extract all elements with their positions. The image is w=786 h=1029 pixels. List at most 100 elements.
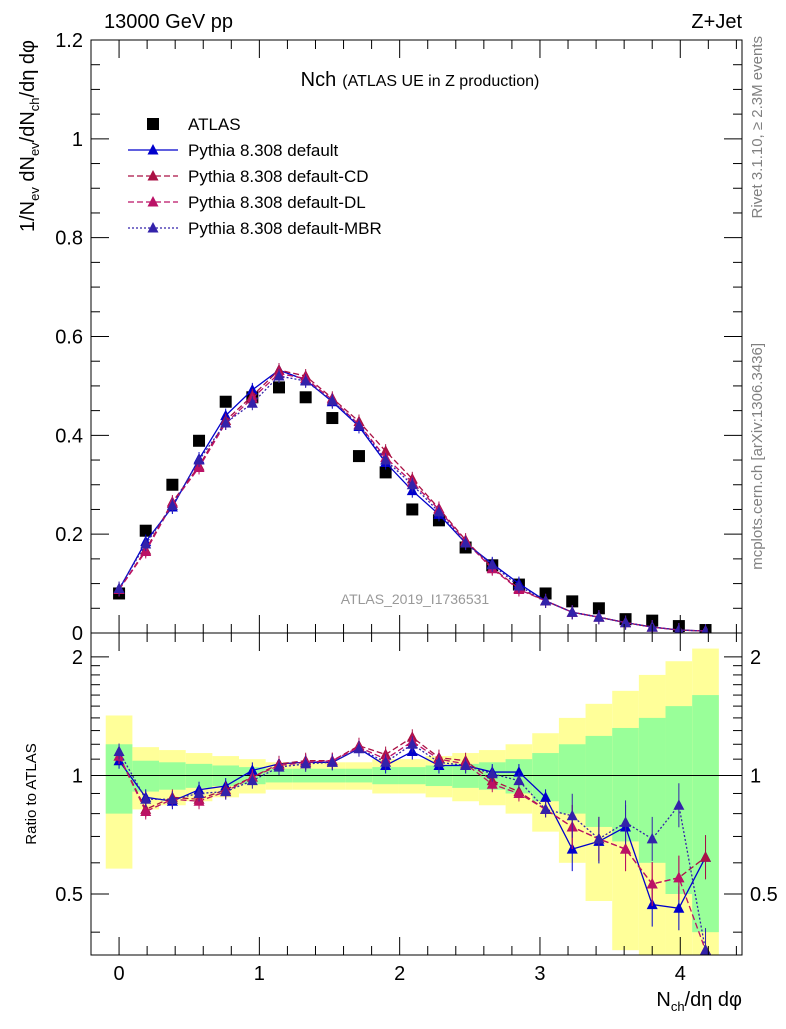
ratio-point-marker — [673, 902, 685, 913]
atlas-data-point — [299, 391, 312, 404]
ratio-point-marker — [513, 766, 525, 777]
ratio-y-axis-label: Ratio to ATLAS — [23, 743, 40, 844]
ratio-point-marker — [166, 793, 178, 804]
ratio-panel-frame — [90, 632, 743, 956]
mc-point-marker — [701, 625, 710, 633]
atlas-data-point — [139, 524, 152, 537]
mc-point-marker — [300, 374, 312, 386]
main-data-layer — [113, 363, 712, 633]
uncertainty-band-green — [132, 760, 160, 792]
ratio-point-marker — [646, 878, 658, 889]
x-tick-label: 1 — [254, 963, 265, 985]
mc-point-marker — [566, 606, 578, 617]
atlas-data-point — [273, 381, 286, 394]
ratio-point-marker — [593, 832, 605, 844]
mc-point-marker — [353, 419, 365, 430]
atlas-data-point — [379, 466, 392, 479]
mc-point-marker — [193, 454, 205, 465]
legend-label: Pythia 8.308 default — [188, 141, 339, 160]
legend-marker — [147, 144, 159, 155]
main-y-tick-label: 0.6 — [55, 327, 83, 349]
main-y-tick-label: 0 — [72, 623, 83, 645]
ratio-point-marker — [700, 851, 712, 862]
process-label: Z+Jet — [691, 11, 742, 33]
ratio-point-marker — [673, 871, 685, 883]
ratio-point-marker — [140, 805, 152, 816]
mc-point-marker — [406, 478, 418, 490]
ratio-point-marker — [300, 757, 312, 769]
atlas-data-point — [406, 503, 419, 516]
plot-title: Nch (ATLAS UE in Z production) — [301, 69, 540, 91]
main-y-tick-label: 0.8 — [55, 228, 83, 250]
legend-label: Pythia 8.308 default-CD — [188, 167, 369, 186]
x-axis-label: Nch/dη dφ — [656, 989, 742, 1014]
ratio-point-marker — [486, 767, 498, 779]
mc-point-marker — [620, 616, 632, 628]
uncertainty-band-green — [692, 695, 719, 933]
ratio-point-marker — [326, 756, 338, 767]
x-tick-label: 2 — [394, 963, 405, 985]
ratio-point-marker — [246, 774, 258, 786]
legend: ATLAS Pythia 8.308 default Pythia 8.308 de… — [128, 115, 382, 238]
ratio-point-marker — [566, 809, 578, 821]
main-y-tick-label: 0.2 — [55, 524, 83, 546]
energy-label: 13000 GeV pp — [104, 11, 233, 33]
rivet-version-label: Rivet 3.1.10, ≥ 2.3M events — [749, 36, 766, 219]
mc-point-marker — [674, 624, 684, 633]
ratio-y-tick-label-right: 1 — [750, 765, 761, 787]
ratio-y-tick-label: 2 — [72, 647, 83, 669]
ratio-point-marker — [540, 791, 552, 802]
ratio-bands — [91, 648, 742, 955]
ratio-y-tick-label-right: 2 — [750, 647, 761, 669]
mc-point-marker — [113, 582, 125, 594]
ratio-point-marker — [540, 803, 552, 814]
atlas-data-point — [193, 434, 206, 447]
ratio-point-marker — [433, 756, 445, 767]
main-y-tick-label: 1.2 — [55, 30, 83, 52]
x-tick-label: 4 — [675, 963, 686, 985]
uncertainty-band-green — [585, 735, 613, 827]
ratio-point-marker — [380, 756, 392, 767]
ratio-y-tick-label-right: 0.5 — [750, 884, 778, 906]
atlas-data-point — [592, 602, 605, 615]
ratio-y-tick-label: 1 — [72, 765, 83, 787]
ratio-point-marker — [620, 816, 632, 827]
legend-label: Pythia 8.308 default-DL — [188, 193, 366, 212]
ratio-point-marker — [193, 787, 205, 798]
ratio-point-marker — [646, 832, 658, 844]
ratio-y-tick-label: 0.5 — [55, 884, 83, 906]
series-line — [118, 372, 706, 632]
mc-point-marker — [486, 558, 498, 570]
legend-marker — [147, 222, 159, 233]
ratio-point-marker — [406, 738, 418, 749]
analysis-watermark: ATLAS_2019_I1736531 — [341, 591, 490, 607]
atlas-data-point — [326, 412, 339, 425]
ratio-point-marker — [220, 785, 232, 797]
ratio-data-layer — [113, 729, 712, 955]
x-tick-label: 0 — [113, 963, 124, 985]
legend-marker-atlas — [147, 118, 159, 130]
ratio-point-marker — [486, 778, 498, 789]
ratio-series-line — [118, 740, 707, 951]
atlas-data-point — [219, 395, 232, 408]
ratio-point-marker — [673, 799, 685, 810]
atlas-data-point — [539, 587, 552, 600]
ratio-point-marker — [113, 745, 125, 757]
mc-point-marker — [273, 370, 285, 381]
main-y-tick-label: 1 — [72, 129, 83, 151]
ratio-point-marker — [620, 843, 632, 854]
atlas-data-point — [352, 450, 365, 463]
mcplots-label: mcplots.cern.ch [arXiv:1306.3436] — [749, 343, 766, 570]
main-y-tick-label: 0.4 — [55, 425, 83, 447]
atlas-data-point — [566, 595, 579, 608]
mc-point-marker — [380, 454, 392, 465]
legend-label: ATLAS — [188, 115, 241, 134]
atlas-data-point — [166, 478, 179, 491]
mc-point-marker — [433, 505, 445, 517]
main-y-axis-label: 1/Nev dNev/dNch/dη dφ — [17, 40, 42, 232]
ratio-axes: 0.5 0.5 1 1 2 2 0 1 2 3 4 — [55, 633, 778, 985]
uncertainty-band-green — [159, 762, 186, 790]
mc-point-marker — [540, 594, 552, 606]
mc-point-marker — [380, 445, 392, 456]
